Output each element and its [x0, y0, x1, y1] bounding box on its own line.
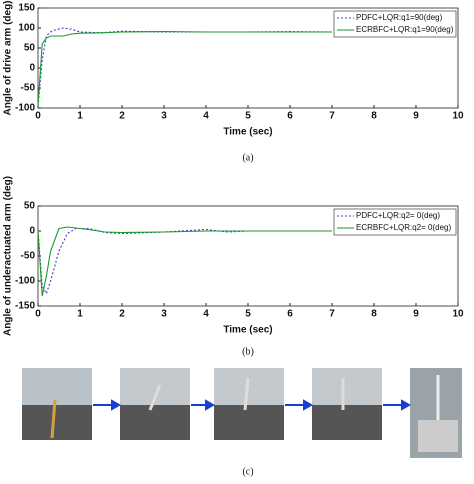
x-axis-label: Time (sec)	[223, 325, 272, 336]
y-tick-label: 0	[29, 226, 35, 237]
y-tick-label: -50	[21, 83, 36, 94]
x-axis-label: Time (sec)	[223, 127, 272, 138]
x-tick-label: 8	[371, 111, 377, 122]
y-tick-label: -50	[21, 251, 36, 262]
x-tick-label: 0	[35, 111, 41, 122]
x-tick-label: 8	[371, 309, 377, 320]
y-tick-label: 50	[24, 43, 36, 54]
x-tick-label: 10	[452, 309, 464, 320]
y-tick-label: 150	[18, 3, 35, 14]
x-tick-label: 4	[203, 309, 209, 320]
caption: (a)	[242, 152, 253, 163]
x-tick-label: 2	[119, 111, 125, 122]
legend-label: PDFC+LQR:q1=90(deg)	[356, 13, 443, 22]
x-tick-label: 7	[329, 111, 335, 122]
x-tick-label: 5	[245, 309, 251, 320]
y-tick-label: 0	[29, 63, 35, 74]
y-tick-label: 100	[18, 23, 35, 34]
x-tick-label: 1	[77, 309, 83, 320]
y-tick-label: -150	[15, 301, 35, 312]
legend-box	[333, 208, 457, 236]
x-tick-label: 6	[287, 309, 293, 320]
y-tick-label: -100	[15, 103, 35, 114]
data-line	[37, 226, 332, 297]
y-tick-label: 50	[24, 201, 36, 212]
x-tick-label: 6	[287, 111, 293, 122]
caption: (c)	[242, 466, 253, 477]
x-tick-label: 3	[161, 309, 167, 320]
x-tick-label: 0	[35, 309, 41, 320]
y-axis-label: Angle of underactuated arm (deg)	[3, 176, 14, 336]
x-tick-label: 10	[452, 111, 464, 122]
data-line	[37, 31, 332, 107]
x-tick-label: 5	[245, 111, 251, 122]
x-tick-label: 1	[77, 111, 83, 122]
x-tick-label: 9	[413, 111, 419, 122]
x-tick-label: 9	[413, 309, 419, 320]
x-tick-label: 4	[203, 111, 209, 122]
photo-strip	[22, 368, 462, 458]
caption: (b)	[242, 346, 254, 357]
legend-label: ECRBFC+LQR:q2= 0(deg)	[356, 223, 451, 232]
legend-box	[333, 10, 457, 38]
x-tick-label: 3	[161, 111, 167, 122]
x-tick-label: 7	[329, 309, 335, 320]
legend-label: ECRBFC+LQR:q1=90(deg)	[356, 25, 454, 34]
y-tick-label: -100	[15, 276, 35, 287]
legend-label: PDFC+LQR:q2= 0(deg)	[356, 211, 440, 220]
x-tick-label: 2	[119, 309, 125, 320]
y-axis-label: Angle of drive arm (deg)	[3, 0, 14, 115]
